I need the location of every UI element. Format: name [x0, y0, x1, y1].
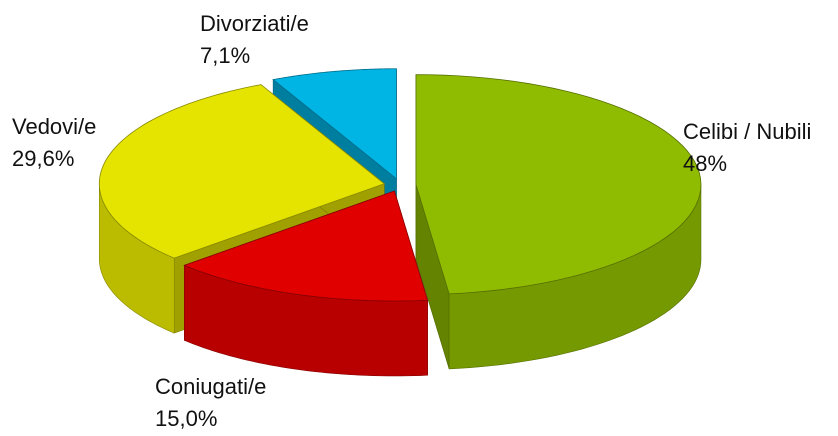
slice-label: Vedovi/e [12, 114, 96, 139]
slice-value-label: 7,1% [200, 43, 250, 68]
slice-label: Divorziati/e [200, 11, 309, 36]
slice-value-label: 48% [683, 151, 727, 176]
pie-slice [183, 190, 429, 302]
pie-slice [272, 68, 397, 180]
slice-label: Coniugati/e [155, 374, 266, 399]
slice-value-label: 29,6% [12, 146, 74, 171]
slice-value-label: 15,0% [155, 406, 217, 431]
pie-slice [415, 74, 702, 295]
slice-label: Celibi / Nubili [683, 119, 811, 144]
pie-slice [98, 84, 386, 259]
